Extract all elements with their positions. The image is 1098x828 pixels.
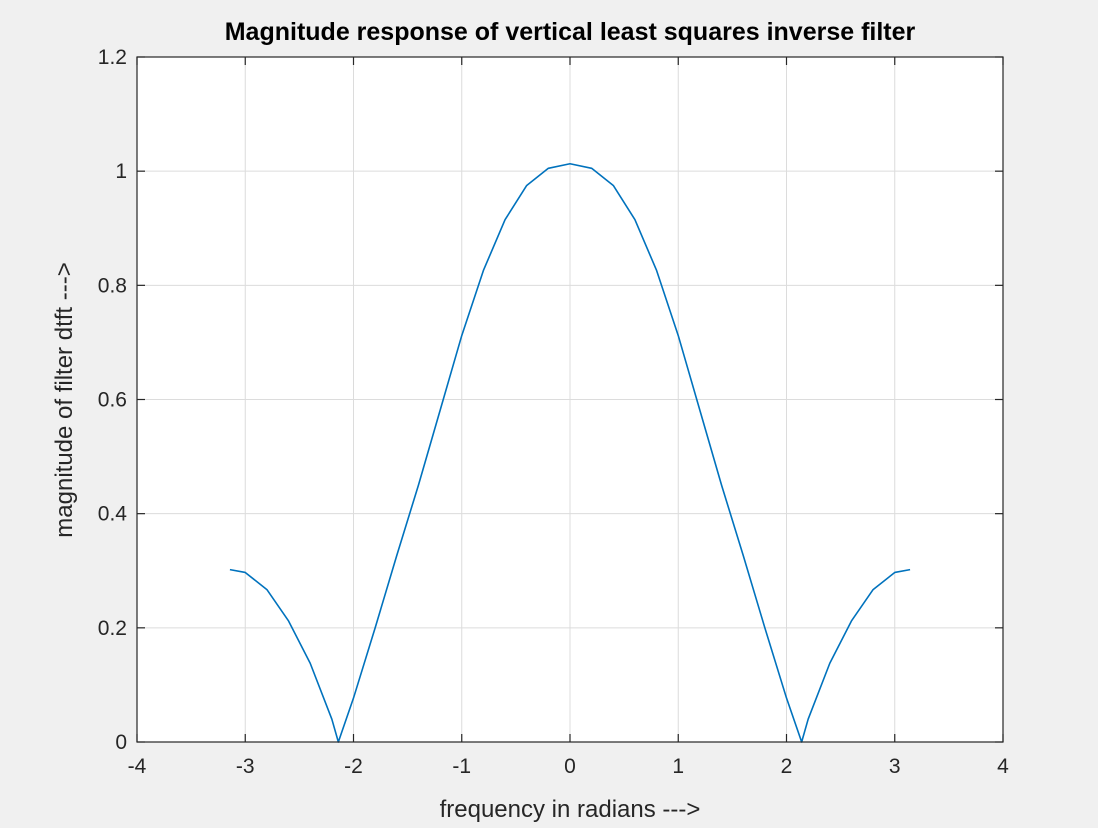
x-tick-label: 4 (997, 755, 1009, 778)
tick-labels: -4 -3 -2 -1 0 1 2 3 4 0 0.2 0.4 0.6 0.8 1 1.2 (98, 46, 1009, 778)
grid (137, 57, 1003, 742)
series-line (229, 162, 911, 743)
x-tick-label: 2 (781, 755, 793, 778)
x-axis-label: frequency in radians ---> (440, 796, 701, 823)
ticks (136, 56, 1004, 743)
y-tick-label: 0.2 (98, 617, 127, 640)
y-tick-label: 0 (115, 731, 127, 754)
y-axis-label: magnitude of filter dtft ---> (51, 262, 78, 537)
y-tick-label: 0.4 (98, 503, 128, 526)
x-tick-label: 3 (889, 755, 901, 778)
x-tick-label: -3 (236, 755, 255, 778)
y-tick-label: 0.8 (98, 274, 127, 297)
x-tick-label: -1 (452, 755, 471, 778)
chart-title: Magnitude response of vertical least squ… (225, 18, 916, 46)
y-tick-label: 1 (115, 160, 127, 183)
x-tick-label: -4 (128, 755, 147, 778)
series-layer (229, 162, 911, 743)
y-tick-label: 1.2 (98, 46, 127, 69)
x-tick-label: 1 (672, 755, 684, 778)
x-tick-label: -2 (344, 755, 363, 778)
y-tick-label: 0.6 (98, 389, 127, 412)
x-tick-label: 0 (564, 755, 576, 778)
